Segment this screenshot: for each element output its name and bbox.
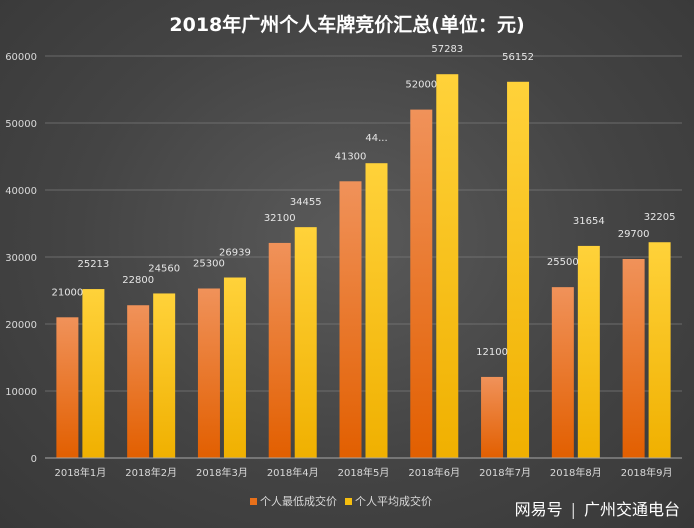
watermark: 网易号 | 广州交通电台 (515, 496, 680, 520)
x-tick-label: 2018年4月 (267, 466, 319, 479)
x-tick-label: 2018年3月 (196, 466, 248, 479)
x-tick-label: 2018年8月 (550, 466, 602, 479)
data-label: 25300 (193, 258, 225, 269)
y-tick-label: 30000 (5, 253, 37, 264)
data-label: 24560 (148, 263, 180, 274)
data-label: 12100 (476, 347, 508, 358)
bar-avg (577, 245, 600, 458)
gridlines (45, 55, 682, 392)
bar-min (56, 317, 79, 458)
legend-swatch (345, 498, 352, 505)
data-label: 34455 (290, 197, 322, 208)
bar-avg (507, 81, 530, 458)
x-tick-label: 2018年9月 (621, 466, 673, 479)
bar-min (197, 288, 220, 458)
bars (56, 74, 671, 459)
y-tick-label: 0 (31, 454, 37, 465)
watermark-brand: 网易号 (514, 500, 563, 519)
data-label: 21000 (51, 287, 83, 298)
axes: 0 10000 20000 30000 40000 50000 60000 2018年1月 20… (5, 52, 682, 479)
data-label: 44... (365, 133, 387, 144)
bar-avg (294, 227, 317, 458)
chart-title: 2018年广州个人车牌竞价汇总(单位：元) (169, 14, 525, 36)
legend-swatch (250, 498, 257, 505)
bar-min (622, 259, 645, 458)
x-tick-label: 2018年5月 (338, 466, 390, 479)
data-label: 31654 (573, 216, 605, 227)
legend: 个人最低成交价 个人平均成交价 (250, 494, 432, 508)
y-tick-label: 60000 (5, 52, 37, 63)
data-label: 25213 (77, 259, 109, 270)
y-tick-label: 50000 (5, 119, 37, 130)
x-tick-label: 2018年2月 (125, 466, 177, 479)
watermark-source: 广州交通电台 (583, 500, 680, 519)
bar-min (481, 376, 504, 458)
data-label: 41300 (335, 151, 367, 162)
y-tick-label: 20000 (5, 320, 37, 331)
bar-avg (365, 163, 388, 458)
bar-avg (82, 289, 105, 458)
bar-avg (648, 242, 671, 458)
data-label: 32205 (644, 212, 676, 223)
bar-min (268, 242, 291, 458)
data-label: 26939 (219, 248, 251, 259)
x-tick-label: 2018年6月 (408, 466, 460, 479)
data-label: 22800 (122, 275, 154, 286)
data-label: 52000 (405, 80, 437, 91)
data-label: 56152 (502, 52, 534, 63)
watermark-separator: | (570, 500, 576, 519)
y-tick-label: 10000 (5, 387, 37, 398)
x-tick-label: 2018年7月 (479, 466, 531, 479)
data-label: 57283 (431, 44, 463, 55)
bar-min (410, 109, 433, 458)
bar-min (339, 181, 362, 459)
bar-min (127, 305, 150, 458)
data-label: 32100 (264, 213, 296, 224)
bar-avg (153, 293, 176, 458)
data-label: 29700 (618, 229, 650, 240)
bar-avg (223, 277, 246, 458)
data-label: 25500 (547, 257, 579, 268)
bar-min (551, 287, 574, 458)
x-tick-label: 2018年1月 (54, 466, 106, 479)
legend-label: 个人平均成交价 (355, 494, 432, 508)
bar-avg (436, 74, 459, 458)
y-tick-label: 40000 (5, 186, 37, 197)
legend-label: 个人最低成交价 (260, 494, 337, 508)
